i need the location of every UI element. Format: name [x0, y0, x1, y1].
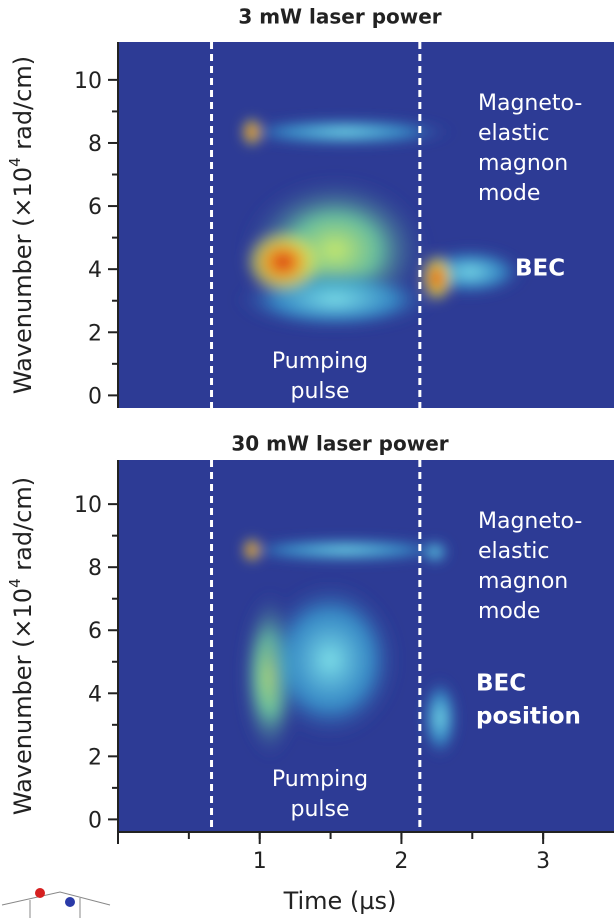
x-tick-label: 2	[394, 849, 408, 874]
x-tick-label: 3	[536, 849, 550, 874]
y-tick-label: 10	[74, 493, 102, 518]
x-tick-label: 1	[253, 849, 267, 874]
annotation: magnon	[478, 569, 568, 594]
y-tick-label: 4	[88, 258, 102, 283]
annotation: mode	[478, 181, 540, 206]
annotation: pulse	[290, 797, 349, 822]
y-label-part: Wavenumber (×10	[9, 588, 37, 815]
intensity-blob	[242, 118, 262, 146]
panel-title: 3 mW laser power	[238, 5, 441, 29]
intensity-blob	[422, 678, 458, 758]
annotation: pulse	[290, 379, 349, 404]
intensity-blob	[245, 230, 321, 294]
annotation: elastic	[478, 539, 549, 564]
superscript: 4	[6, 157, 24, 167]
intensity-blob	[421, 254, 453, 302]
annotation: Pumping	[272, 349, 368, 374]
y-axis-label: Wavenumber (×104 rad/cm)	[6, 477, 38, 815]
panel-title: 30 mW laser power	[231, 432, 448, 456]
annotation-bec: BEC	[515, 256, 565, 282]
annotation-bec: position	[476, 704, 581, 730]
annotation: Pumping	[272, 767, 368, 792]
intensity-blob	[235, 118, 455, 146]
annotation: magnon	[478, 151, 568, 176]
y-tick-label: 6	[88, 195, 102, 220]
y-tick-label: 10	[74, 69, 102, 94]
mini-icon	[2, 888, 110, 918]
x-axis-label: Time (µs)	[283, 887, 397, 915]
annotation: Magneto-	[478, 509, 582, 534]
annotation: mode	[478, 599, 540, 624]
annotation: Magneto-	[478, 91, 582, 116]
annotation: elastic	[478, 121, 549, 146]
y-label-part: rad/cm)	[9, 477, 37, 578]
y-axis-label: Wavenumber (×104 rad/cm)	[6, 56, 38, 394]
y-tick-label: 8	[88, 556, 102, 581]
superscript: 4	[6, 578, 24, 588]
y-tick-label: 0	[88, 384, 102, 409]
y-tick-label: 0	[88, 808, 102, 833]
y-tick-label: 8	[88, 132, 102, 157]
y-label-part: Wavenumber (×10	[9, 167, 37, 394]
y-tick-label: 2	[88, 745, 102, 770]
y-tick-label: 2	[88, 321, 102, 346]
intensity-blob	[243, 538, 261, 562]
annotation-bec: BEC	[476, 671, 526, 697]
figure: 3 mW laser power0246810Wavenumber (×104 …	[0, 0, 614, 918]
y-tick-label: 4	[88, 682, 102, 707]
y-tick-label: 6	[88, 619, 102, 644]
y-label-part: rad/cm)	[9, 56, 37, 157]
intensity-blob	[260, 580, 400, 740]
intensity-blob	[421, 540, 449, 564]
